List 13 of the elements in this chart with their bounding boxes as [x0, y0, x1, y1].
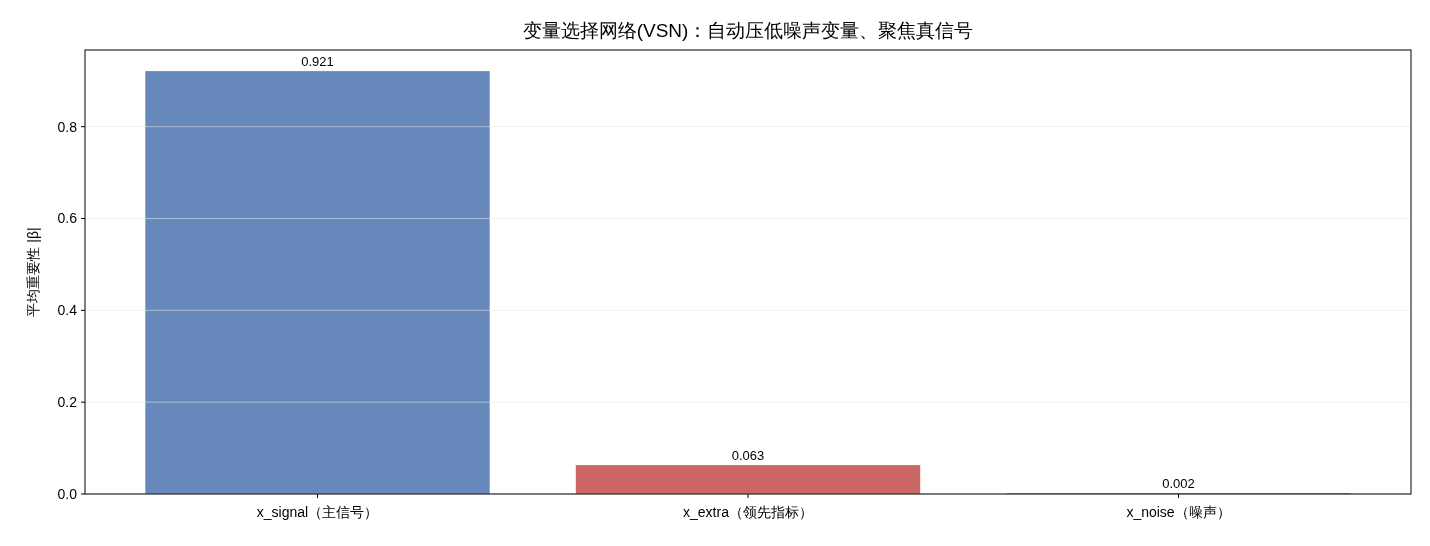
- chart-title: 变量选择网络(VSN)：自动压低噪声变量、聚焦真信号: [522, 20, 974, 41]
- y-axis-title: 平均重要性 |β|: [25, 227, 41, 317]
- y-tick-label: 0.8: [57, 118, 78, 135]
- y-tick-label: 0.6: [57, 210, 78, 227]
- y-tick-label: 0.0: [57, 485, 78, 502]
- data-label: 0.063: [731, 448, 765, 464]
- x-tick-label: x_noise（噪声）: [1126, 504, 1231, 520]
- data-label: 0.921: [301, 54, 334, 70]
- data-label: 0.002: [1162, 476, 1195, 492]
- x-tick-label: x_signal（主信号）: [256, 504, 379, 520]
- y-tick-label: 0.2: [57, 394, 78, 411]
- x-tick-label: x_extra（领先指标）: [683, 504, 813, 520]
- y-tick-label: 0.4: [57, 302, 78, 319]
